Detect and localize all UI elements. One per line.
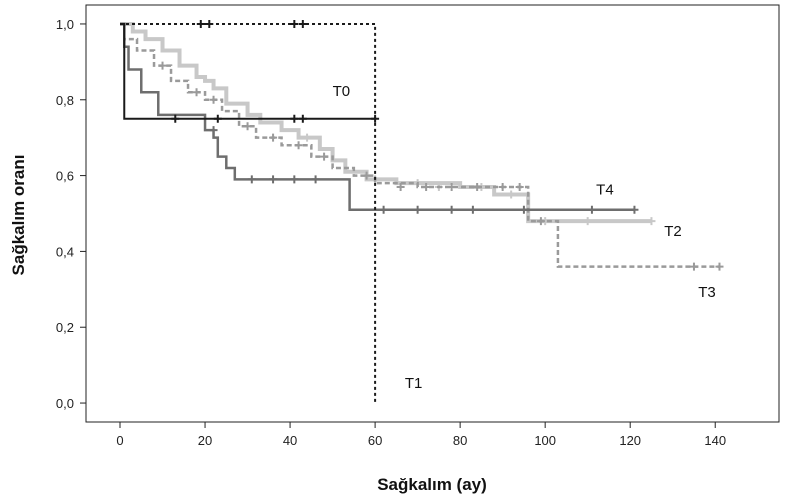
censor-mark-t3 <box>515 182 524 191</box>
series-t4 <box>120 22 639 214</box>
censor-mark-t3 <box>269 133 278 142</box>
series-layer <box>120 19 724 404</box>
censor-mark-t3 <box>715 262 724 271</box>
series-label-t2: T2 <box>664 223 682 240</box>
censor-mark-t3 <box>294 141 303 150</box>
censor-mark-t2 <box>303 133 312 142</box>
censor-mark-t4 <box>311 175 320 184</box>
series-label-t0: T0 <box>333 83 351 100</box>
censor-mark-t4 <box>630 205 639 214</box>
censor-mark-t4 <box>269 175 278 184</box>
x-tick-label: 20 <box>198 433 212 448</box>
x-tick-label: 120 <box>619 433 641 448</box>
y-tick-label: 1,0 <box>56 17 74 32</box>
censor-mark-t3 <box>396 182 405 191</box>
x-axis-ticks: 0 20 40 60 80 100 120 140 <box>116 422 726 448</box>
censor-mark-t3 <box>447 182 456 191</box>
censor-mark-t1 <box>205 19 214 28</box>
x-tick-label: 100 <box>534 433 556 448</box>
censor-mark-t3 <box>158 61 167 70</box>
censor-mark-t4 <box>519 205 528 214</box>
x-tick-label: 40 <box>283 433 297 448</box>
series-t2 <box>120 21 656 226</box>
censor-mark-t1 <box>290 19 299 28</box>
censor-mark-t0 <box>171 114 180 123</box>
censor-mark-t3 <box>689 262 698 271</box>
censor-mark-t4 <box>209 126 218 135</box>
censor-mark-t3 <box>209 95 218 104</box>
series-label-t1: T1 <box>405 375 423 392</box>
censor-mark-t0 <box>213 114 222 123</box>
x-tick-label: 140 <box>704 433 726 448</box>
censor-mark-t3 <box>536 217 545 226</box>
y-tick-label: 0,6 <box>56 169 74 184</box>
series-labels: T2 T3 T4 T0 T1 <box>333 83 716 392</box>
series-line-t4 <box>120 22 635 211</box>
x-axis-title: Sağkalım (ay) <box>377 475 487 494</box>
censor-mark-t2 <box>507 190 516 199</box>
y-tick-label: 0,0 <box>56 396 74 411</box>
censor-mark-t1 <box>298 19 307 28</box>
y-tick-label: 0,2 <box>56 320 74 335</box>
x-tick-label: 80 <box>453 433 467 448</box>
series-t1 <box>120 19 377 404</box>
y-axis-ticks: 0,0 0,2 0,4 0,6 0,8 1,0 <box>56 17 86 411</box>
censor-mark-t0 <box>290 114 299 123</box>
censor-mark-t4 <box>587 205 596 214</box>
plot-frame <box>85 4 780 423</box>
censor-mark-t3 <box>473 182 482 191</box>
censor-mark-t3 <box>422 182 431 191</box>
y-axis-title: Sağkalım oranı <box>9 155 28 276</box>
x-tick-label: 0 <box>116 433 123 448</box>
censor-mark-t4 <box>413 205 422 214</box>
censor-mark-t3 <box>243 122 252 131</box>
series-label-t3: T3 <box>698 284 716 301</box>
series-line-t2 <box>120 21 652 224</box>
y-tick-label: 0,4 <box>56 244 74 259</box>
y-tick-label: 0,8 <box>56 93 74 108</box>
censor-mark-t1 <box>196 19 205 28</box>
censor-mark-t3 <box>192 88 201 97</box>
series-label-t4: T4 <box>596 182 614 199</box>
censor-mark-t4 <box>447 205 456 214</box>
censor-mark-t2 <box>583 217 592 226</box>
censor-mark-t4 <box>247 175 256 184</box>
censor-mark-t2 <box>647 217 656 226</box>
censor-mark-t4 <box>379 205 388 214</box>
censor-mark-t4 <box>468 205 477 214</box>
censor-mark-t3 <box>320 152 329 161</box>
series-t3 <box>120 22 724 271</box>
censor-mark-t0 <box>298 114 307 123</box>
series-line-t1 <box>120 22 377 404</box>
series-line-t3 <box>120 22 720 268</box>
censor-mark-t4 <box>290 175 299 184</box>
x-tick-label: 60 <box>368 433 382 448</box>
censor-mark-t3 <box>498 182 507 191</box>
censor-mark-t3 <box>362 171 371 180</box>
